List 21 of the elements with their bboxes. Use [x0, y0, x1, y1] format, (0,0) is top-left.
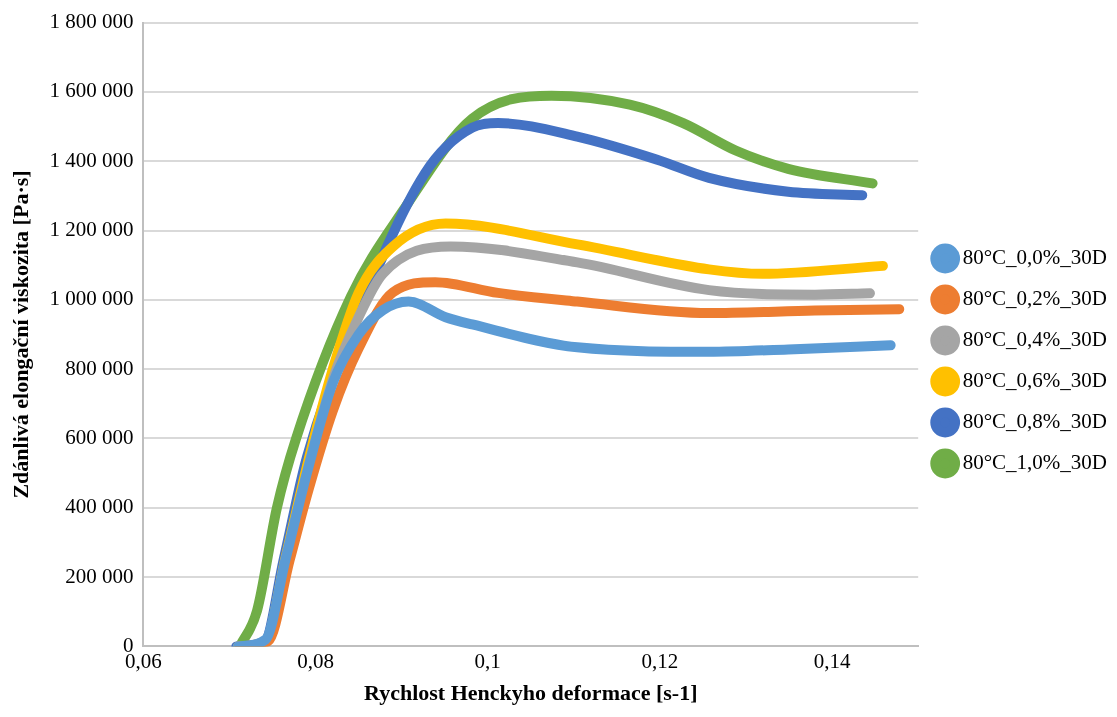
- y-tick-label: 800 000: [65, 355, 134, 380]
- x-tick-label: 0,12: [641, 648, 679, 673]
- y-tick-label: 1 000 000: [49, 286, 134, 311]
- legend-label: 80°C_0,2%_30D: [962, 286, 1108, 311]
- y-tick-label: 400 000: [65, 494, 134, 519]
- legend-label: 80°C_1,0%_30D: [962, 450, 1108, 475]
- legend-label: 80°C_0,0%_30D: [962, 245, 1108, 270]
- y-tick-label: 600 000: [65, 424, 134, 449]
- y-tick-label: 200 000: [65, 563, 134, 588]
- y-tick-label: 1 200 000: [49, 217, 134, 242]
- legend-label: 80°C_0,4%_30D: [962, 327, 1108, 352]
- x-tick-label: 0,1: [474, 648, 501, 673]
- y-tick-label: 1 400 000: [49, 147, 134, 172]
- legend-label: 80°C_0,8%_30D: [962, 409, 1108, 434]
- x-tick-label: 0,14: [813, 648, 851, 673]
- x-tick-label: 0,08: [297, 648, 334, 673]
- y-tick-label: 1 800 000: [49, 9, 134, 34]
- x-axis-title: Rychlost Henckyho deformace [s-1]: [364, 680, 698, 706]
- y-axis-title: Zdánlivá elongační viskozita [Pa·s]: [7, 170, 33, 499]
- y-tick-label: 1 600 000: [49, 78, 134, 103]
- legend-label: 80°C_0,6%_30D: [962, 368, 1108, 393]
